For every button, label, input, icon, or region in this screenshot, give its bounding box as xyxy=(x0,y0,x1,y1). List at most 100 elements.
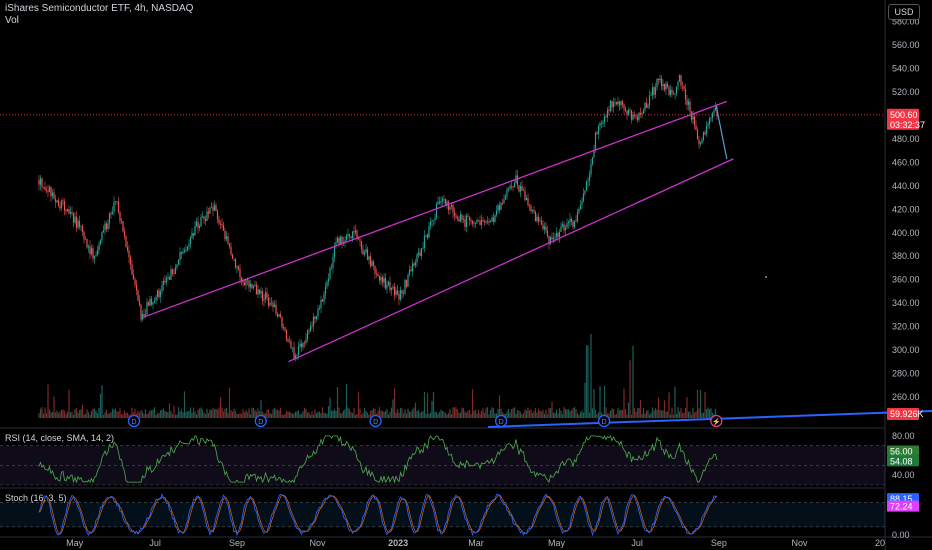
volume-bar xyxy=(696,389,699,418)
candle-body xyxy=(617,101,619,105)
candle-body xyxy=(317,309,319,317)
candle-body xyxy=(348,234,351,237)
price-tick-label: 260.00 xyxy=(892,392,920,402)
last-price-badge-text: 03:32:37 xyxy=(890,120,925,130)
candle-body xyxy=(255,284,258,295)
volume-bar xyxy=(506,411,508,418)
candle-body xyxy=(77,220,79,228)
volume-bar xyxy=(86,409,88,418)
dividend-icon[interactable]: D xyxy=(494,414,508,428)
candle-body xyxy=(630,110,633,120)
dividend-icon[interactable]: D xyxy=(254,414,267,428)
event-markers[interactable]: D D D D D ⚡ xyxy=(127,414,723,428)
volume-bar xyxy=(395,412,397,418)
volume-bar xyxy=(68,389,70,418)
earnings-icon[interactable]: ⚡ xyxy=(710,414,723,428)
volume-bar xyxy=(170,411,172,418)
candle-body xyxy=(189,237,192,244)
dividend-icon[interactable]: D xyxy=(597,414,611,428)
symbol-title[interactable]: iShares Semiconductor ETF, 4h, NASDAQ xyxy=(5,3,194,14)
volume-bar xyxy=(614,414,616,418)
candle-body xyxy=(176,264,178,268)
volume-bar xyxy=(408,411,411,418)
volume-bar xyxy=(681,412,684,418)
volume-bar xyxy=(311,411,313,418)
volume-bar xyxy=(188,410,190,418)
volume-bar xyxy=(420,411,423,418)
candle-body xyxy=(143,314,145,316)
dividend-icon[interactable]: D xyxy=(369,414,382,428)
candle-body xyxy=(651,87,654,96)
candle-body xyxy=(375,273,378,275)
volume-bar xyxy=(666,411,669,418)
volume-bar xyxy=(228,387,231,418)
volume-bar xyxy=(566,409,568,418)
candle-body xyxy=(120,221,123,222)
candle-body xyxy=(182,251,184,254)
candle-body xyxy=(197,221,199,228)
candle-body xyxy=(423,236,426,248)
stoch-legend: Stoch (16, 3, 5) xyxy=(5,493,67,503)
candle-body xyxy=(137,290,139,301)
volume-bar xyxy=(569,411,571,418)
volume-bar xyxy=(405,413,408,418)
candle-body xyxy=(330,267,333,269)
currency-button[interactable]: USD xyxy=(888,4,920,20)
candle-body xyxy=(677,81,679,87)
time-axis[interactable]: May Jul Sep Nov 2023 Mar May Jul Sep Nov 20 xyxy=(66,538,885,548)
candle-body xyxy=(140,304,142,320)
candle-body xyxy=(86,239,88,248)
stoch-d-badge-text: 72.24 xyxy=(890,502,913,512)
volume-bar xyxy=(551,401,553,418)
volume-bar xyxy=(399,407,402,418)
volume-bar xyxy=(513,407,516,418)
volume-bar xyxy=(93,408,96,418)
volume-bar xyxy=(549,408,552,418)
candle-body xyxy=(324,286,327,294)
volume-bar xyxy=(66,411,69,418)
candle-body xyxy=(87,246,90,248)
volume-bar xyxy=(90,410,93,418)
candle-body xyxy=(167,277,169,278)
candle-body xyxy=(668,86,670,96)
candle-body xyxy=(645,102,648,108)
volume-bar xyxy=(293,413,295,418)
dividend-icon[interactable]: D xyxy=(127,414,141,428)
volume-bar xyxy=(630,414,633,418)
volume-bar xyxy=(279,407,282,418)
volume-bar xyxy=(63,410,66,418)
candle-body xyxy=(594,132,597,150)
volume-bar xyxy=(593,389,595,418)
volume-bar xyxy=(479,413,481,418)
volume-bar xyxy=(492,408,495,418)
volume-bar xyxy=(489,410,492,418)
volume-bar xyxy=(326,413,328,418)
volume-bar xyxy=(120,414,123,418)
volume-bar xyxy=(459,412,462,418)
volume-bar xyxy=(201,409,204,418)
volume-bar xyxy=(167,412,169,418)
candle-body xyxy=(206,211,208,221)
price-tick-label: 420.00 xyxy=(892,204,920,214)
candle-body xyxy=(624,108,627,111)
candle-body xyxy=(287,339,289,342)
candle-body xyxy=(194,226,196,236)
candle-body xyxy=(503,199,505,204)
volume-bar xyxy=(65,413,67,418)
candle-body xyxy=(542,224,544,230)
candle-body xyxy=(510,186,513,187)
trend-channel[interactable] xyxy=(0,100,932,428)
volume-bar xyxy=(335,411,337,418)
candle-body xyxy=(386,284,388,289)
volume-bar xyxy=(519,412,522,418)
volume-bar xyxy=(332,410,334,418)
volume-bar xyxy=(209,409,211,418)
volume-bar xyxy=(189,407,192,418)
volume-bar xyxy=(276,409,279,418)
volume-bar xyxy=(570,410,573,418)
candle-body xyxy=(495,210,498,216)
volume-bar xyxy=(308,412,310,418)
candle-body xyxy=(611,101,613,108)
candle-body xyxy=(74,216,76,223)
